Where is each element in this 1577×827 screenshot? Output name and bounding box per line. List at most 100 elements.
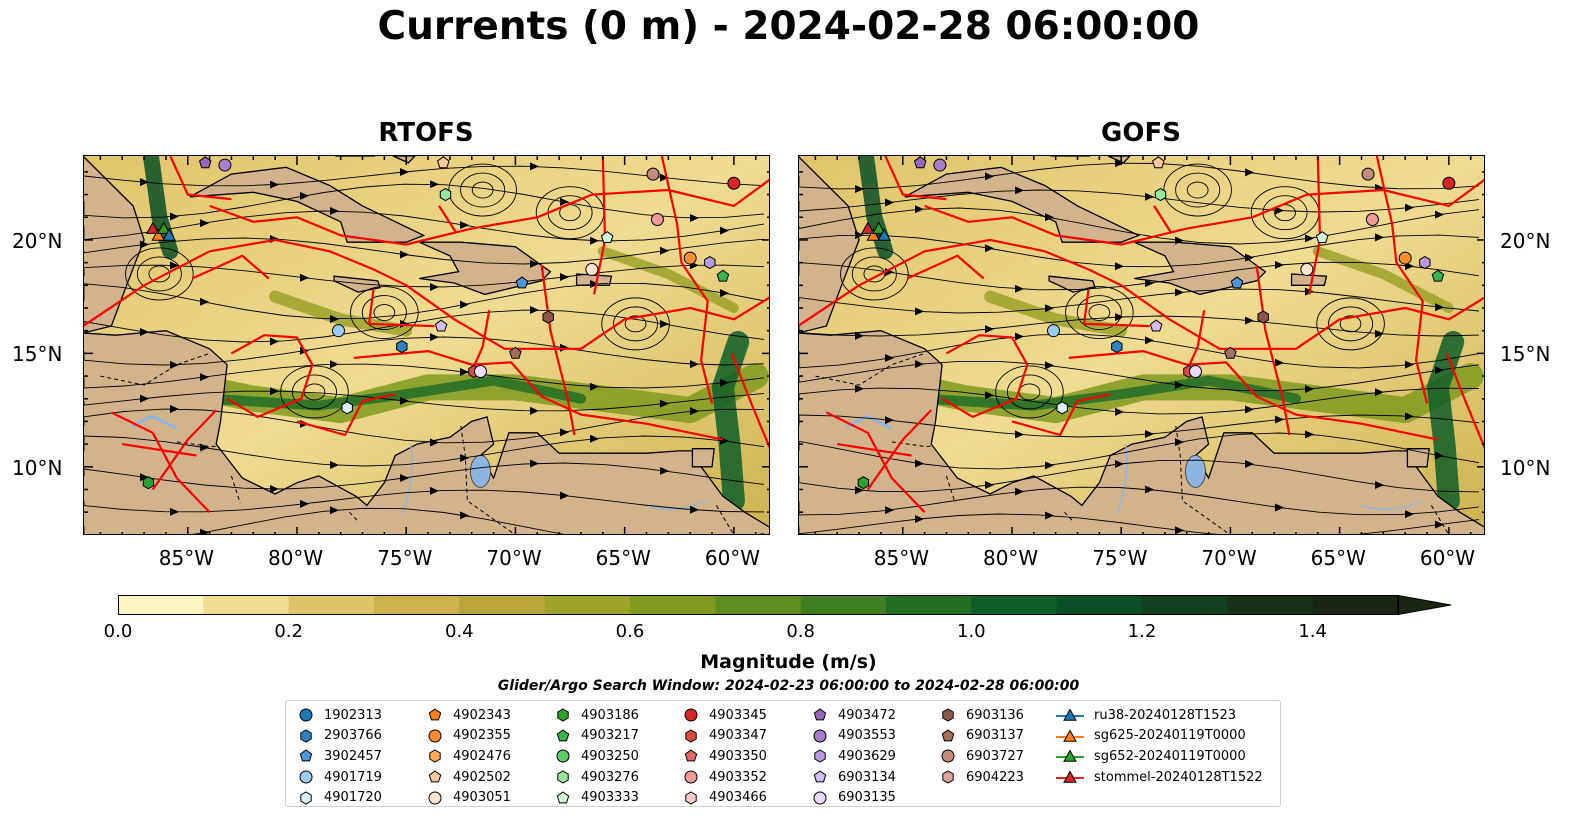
eddy-streamline [1328, 306, 1374, 342]
legend-label: 4903553 [838, 728, 896, 744]
streamline-arrow [300, 499, 309, 508]
streamline-arrow [1015, 487, 1024, 496]
streamline-arrow [1145, 279, 1154, 288]
argo-float-marker [1154, 188, 1167, 202]
eddy-streamline [1186, 181, 1209, 199]
eddy-streamline [1088, 304, 1111, 321]
streamline-arrow [1375, 388, 1384, 397]
streamline-arrow [1145, 430, 1154, 439]
pentagon-marker-icon [556, 729, 570, 742]
landmass [575, 273, 613, 286]
streamline-arrow [1115, 159, 1124, 168]
glider-marker [866, 228, 881, 241]
streamline-arrow [985, 325, 994, 334]
streamline [799, 513, 1480, 534]
streamline-arrow [1245, 316, 1254, 325]
colorbar-segment [1142, 595, 1228, 615]
streamline-arrow [1245, 405, 1254, 414]
legend-item: 4903186 [555, 705, 639, 726]
legend-label: 4903345 [709, 707, 767, 723]
map-canvas-gofs [799, 156, 1484, 534]
streamline-arrow [1375, 480, 1384, 489]
streamline-arrow [200, 219, 209, 228]
hexagon-marker [685, 729, 697, 743]
legend-label: 4903466 [709, 790, 767, 806]
streamline-arrow [330, 461, 339, 470]
argo-float-marker [198, 156, 212, 169]
legend-item: sg652-20240119T0000 [1056, 746, 1263, 767]
legend-label: 4903250 [581, 748, 639, 764]
landmass [333, 275, 381, 293]
argo-float-marker [1257, 310, 1269, 324]
colorbar-segment [459, 595, 546, 615]
legend-item: 4903629 [812, 746, 896, 767]
axis-ticks [84, 156, 769, 534]
legend-item: 4903333 [555, 787, 639, 808]
eddy-streamline [995, 365, 1064, 419]
lon-tick-label: 60°W [704, 546, 761, 570]
streamline-arrow [1435, 210, 1444, 219]
circle-marker [684, 770, 698, 784]
eddy-streamline [125, 247, 194, 301]
map-canvas-rtofs [84, 156, 769, 534]
eez-boundary [209, 178, 769, 246]
streamline-arrow [1305, 430, 1314, 439]
hexagon-marker [300, 729, 312, 743]
streamline-arrow [430, 282, 439, 291]
colorbar-segment [886, 595, 972, 615]
triangle-line-marker-icon [1056, 749, 1084, 763]
streamline-arrow [460, 511, 469, 520]
eddy-streamline [1175, 172, 1221, 208]
streamline-arrow [170, 507, 179, 516]
streamline-arrow [400, 396, 409, 405]
colorbar-segment [374, 595, 460, 615]
hexagon-marker [814, 749, 826, 764]
streamline-arrow [1145, 336, 1154, 345]
circle-marker [428, 791, 442, 805]
eez-boundary [866, 409, 932, 491]
argo-float-marker [768, 213, 769, 217]
colorbar-tick-label: 0.4 [445, 621, 474, 642]
streamline-arrow [590, 279, 599, 288]
streamline-arrow [1175, 438, 1184, 447]
streamline-arrow [170, 360, 179, 369]
legend-label: 4902476 [453, 748, 511, 764]
eez-boundary [941, 334, 1029, 418]
colorbar-segment [544, 595, 631, 615]
streamline-arrow [1405, 510, 1414, 519]
streamline-arrow [1015, 332, 1024, 341]
circle-marker-icon [684, 770, 698, 784]
streamline-arrow [985, 480, 994, 489]
argo-float-marker [218, 158, 232, 172]
streamline-arrow [330, 360, 339, 369]
hexagon-marker [942, 708, 954, 722]
legend-label: 4902343 [453, 707, 511, 723]
streamline-arrow [530, 459, 539, 468]
eez-boundary [660, 156, 714, 404]
triangle-marker [1063, 749, 1077, 763]
argo-float-marker [716, 269, 730, 282]
eddy-streamline [373, 304, 396, 321]
hexagon-marker-icon [942, 770, 954, 784]
streamline-arrow [560, 428, 569, 437]
pentagon-marker-icon [428, 708, 442, 721]
streamline-arrow [985, 244, 994, 253]
legend-label: 4903472 [838, 707, 896, 723]
streamline-arrow [1045, 361, 1054, 370]
current-jet [204, 375, 586, 411]
colorbar-tick-label: 0.0 [103, 621, 133, 642]
circle-marker-icon [556, 749, 570, 763]
streamline-arrow [720, 226, 729, 235]
legend-item: 4902343 [427, 705, 511, 726]
legend-label: 4903350 [709, 748, 767, 764]
colorbar [118, 595, 1452, 615]
streamline-arrow [430, 438, 439, 447]
eez-boundary [122, 443, 197, 457]
argo-float-marker [646, 167, 660, 181]
country-border [349, 511, 359, 522]
streamline-arrow [1045, 511, 1054, 520]
colorbar-segment [800, 595, 887, 615]
pentagon-marker [428, 708, 442, 721]
streamline [799, 333, 1480, 369]
streamline-arrow [270, 337, 279, 346]
